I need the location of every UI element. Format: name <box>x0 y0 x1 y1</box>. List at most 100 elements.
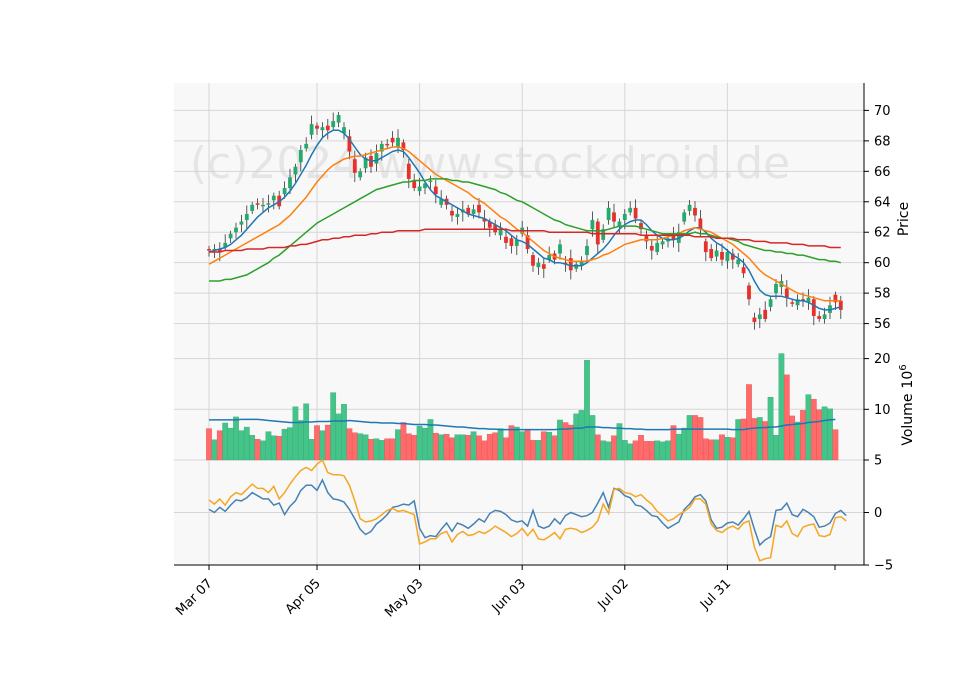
candle-body <box>633 207 638 219</box>
candle-body <box>471 209 476 214</box>
price-axis-tick-label: 58 <box>874 287 891 302</box>
volume-bar <box>497 428 504 461</box>
candle-body <box>774 284 778 294</box>
candle-body <box>325 125 330 131</box>
candle-body <box>504 236 508 243</box>
volume-bar <box>357 433 364 461</box>
candle-body <box>622 213 627 221</box>
candle-body <box>784 288 789 298</box>
volume-bar <box>524 428 531 461</box>
volume-bar <box>454 434 461 461</box>
price-axis-title: Price <box>896 202 912 236</box>
volume-bar <box>832 429 839 461</box>
candle-body <box>757 314 762 320</box>
date-tick-label: May 03 <box>382 576 426 620</box>
candle-body <box>612 212 616 222</box>
volume-bar <box>827 408 833 461</box>
volume-bar <box>621 440 628 461</box>
volume-bar <box>686 415 693 461</box>
candle-body <box>271 195 276 201</box>
volume-bar <box>751 418 758 461</box>
candle-body <box>244 213 249 221</box>
candle-body <box>315 125 319 129</box>
candle-body <box>498 229 503 236</box>
candle-body <box>379 143 384 152</box>
volume-bar <box>659 441 666 461</box>
volume-bar <box>783 374 790 461</box>
candle-body <box>639 223 643 230</box>
volume-unit-base: 10 <box>900 371 916 389</box>
volume-bar <box>314 425 320 461</box>
candle-body <box>795 299 800 306</box>
candle-body <box>288 177 292 189</box>
candle-body <box>579 261 584 266</box>
volume-bar <box>805 394 812 461</box>
candle-body <box>590 220 595 230</box>
volume-panel <box>206 353 839 461</box>
candle-body <box>298 150 303 163</box>
price-axis-tick-label: 66 <box>874 165 891 180</box>
volume-bar <box>519 431 526 461</box>
candle-body <box>606 207 611 221</box>
candle-body <box>255 203 260 205</box>
volume-bar <box>481 440 488 461</box>
candle-body <box>450 210 454 216</box>
candle-body <box>466 207 471 214</box>
indicator-axis-tick-label: 5 <box>874 454 882 469</box>
volume-bar <box>756 417 763 461</box>
volume-bar <box>551 435 558 461</box>
volume-bar <box>395 429 401 461</box>
volume-bar <box>648 441 655 461</box>
candle-body <box>223 242 228 248</box>
volume-bar <box>740 418 747 461</box>
candle-body <box>514 239 519 246</box>
volume-bar <box>611 435 617 461</box>
volume-bar <box>254 439 261 461</box>
candle-body <box>747 285 751 300</box>
price-panel-bg <box>174 83 864 351</box>
price-axis-tick-label: 62 <box>874 226 891 241</box>
date-tick-label: Jul 31 <box>697 576 734 613</box>
price-moving-average-line <box>209 178 842 282</box>
volume-axis-title: Volume 106 <box>898 364 916 445</box>
date-tick-label: Mar 07 <box>173 576 216 619</box>
volume-bar <box>697 417 704 461</box>
volume-label: Volume <box>900 394 916 446</box>
candle-body <box>482 218 487 222</box>
volume-bar <box>206 428 212 461</box>
indicator-axis-tick-label: −5 <box>874 559 893 574</box>
indicator-line <box>208 458 847 562</box>
volume-bar <box>713 439 720 461</box>
volume-bar <box>378 440 385 461</box>
candle-body <box>433 186 438 195</box>
volume-bar <box>351 432 358 461</box>
candle-body <box>709 248 714 259</box>
candle-body <box>477 204 481 213</box>
candle-body <box>428 180 433 182</box>
candle-body <box>342 127 346 134</box>
price-axis-tick-label: 70 <box>874 104 891 119</box>
candle-body <box>644 235 649 242</box>
volume-bar <box>368 439 374 461</box>
volume-bar <box>432 432 439 461</box>
candle-body <box>687 204 692 211</box>
candle-body <box>628 207 633 213</box>
indicator-line <box>208 478 847 547</box>
volume-bar <box>476 435 482 461</box>
volume-bar <box>400 422 407 461</box>
candle-body <box>228 233 233 239</box>
candle-body <box>455 213 460 217</box>
volume-bar <box>665 440 671 461</box>
candle-body <box>309 124 314 135</box>
volume-bar <box>330 392 337 461</box>
volume-bar <box>411 435 418 461</box>
volume-bar <box>346 428 353 461</box>
candle-body <box>817 315 822 320</box>
volume-bar <box>486 433 493 461</box>
volume-bar <box>594 434 601 461</box>
watermark: (c)2024 www.stockdroid.de <box>190 138 790 189</box>
date-tick-label: Jul 02 <box>595 576 632 613</box>
candle-body <box>320 127 325 131</box>
candle-body <box>266 203 271 205</box>
volume-bar <box>443 433 450 461</box>
